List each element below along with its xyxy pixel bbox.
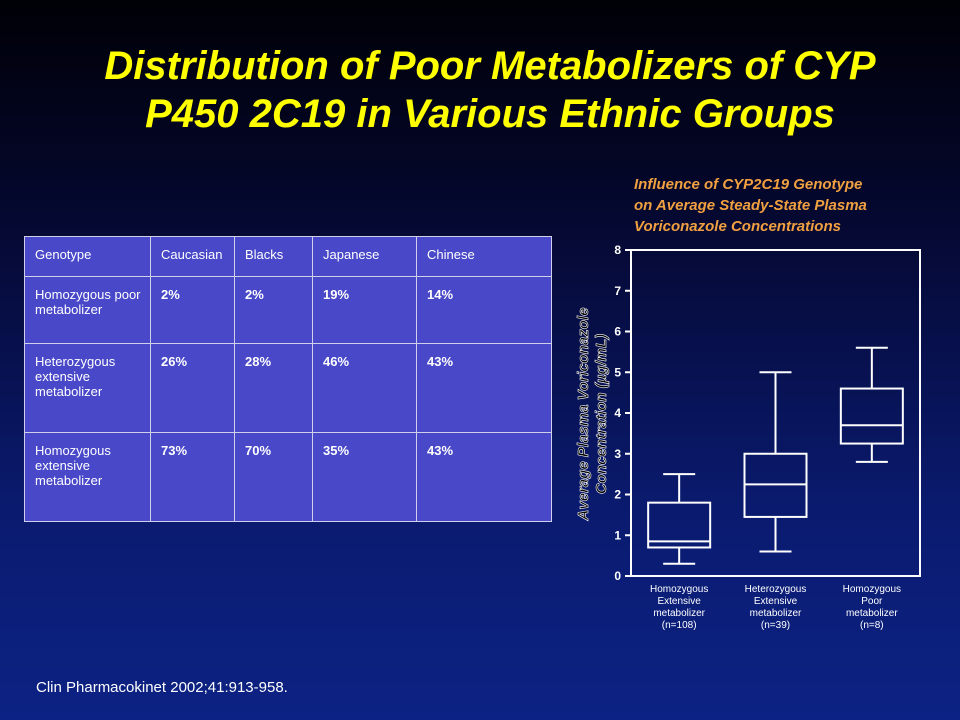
x-category-label: Extensive	[657, 596, 701, 607]
y-tick-label: 5	[614, 365, 621, 379]
chart-title-line-3: Voriconazole Concentrations	[634, 218, 841, 235]
genotype-distribution-table: Genotype Caucasian Blacks Japanese Chine…	[24, 236, 552, 523]
x-category-label: Poor	[861, 596, 883, 607]
table-cell: 70%	[234, 431, 313, 523]
table-cell-genotype: Homozygous extensive metabolizer	[24, 431, 151, 523]
chart-title: Influence of CYP2C19 Genotype on Average…	[634, 174, 954, 237]
interquartile-box	[839, 387, 904, 445]
table-row: Heterozygous extensive metabolizer 26% 2…	[24, 342, 552, 433]
interquartile-box	[647, 501, 712, 549]
table-cell-genotype: Heterozygous extensive metabolizer	[24, 342, 151, 433]
y-tick-label: 8	[614, 243, 621, 257]
box-2	[743, 371, 808, 553]
box-3	[839, 346, 904, 463]
table-cell: 19%	[312, 276, 417, 344]
table-header-cell: Blacks	[234, 236, 313, 277]
slide-title-line-2: P450 2C19 in Various Ethnic Groups	[145, 92, 835, 136]
box-1	[647, 473, 712, 565]
table-cell-genotype: Homozygous poor metabolizer	[24, 276, 151, 344]
y-axis-label-line-2: Concentration (µg/mL)	[593, 334, 610, 494]
boxes-group	[647, 346, 904, 565]
y-tick-label: 4	[614, 406, 621, 420]
table-cell: 2%	[234, 276, 313, 344]
table-cell: 14%	[416, 276, 552, 344]
citation: Clin Pharmacokinet 2002;41:913-958.	[36, 679, 288, 696]
table-cell: 35%	[312, 431, 417, 523]
table-row: Homozygous poor metabolizer 2% 2% 19% 14…	[24, 276, 552, 344]
x-category-label: metabolizer	[653, 608, 705, 619]
x-category-label: metabolizer	[750, 608, 802, 619]
slide-title-line-1: Distribution of Poor Metabolizers of CYP	[104, 44, 876, 88]
table-header-cell: Genotype	[24, 236, 151, 277]
table-row: Homozygous extensive metabolizer 73% 70%…	[24, 431, 552, 523]
table-header-cell: Japanese	[312, 236, 417, 277]
y-tick-label: 3	[614, 447, 621, 461]
chart-title-line-1: Influence of CYP2C19 Genotype	[634, 176, 863, 193]
x-category-label: Extensive	[754, 596, 798, 607]
x-category-label: Heterozygous	[745, 584, 807, 595]
table-cell: 73%	[150, 431, 235, 523]
table-header-cell: Chinese	[416, 236, 552, 277]
table-header-row: Genotype Caucasian Blacks Japanese Chine…	[24, 236, 552, 277]
x-category-label: (n=108)	[662, 620, 697, 631]
y-tick-label: 1	[614, 528, 621, 542]
table-cell: 43%	[416, 431, 552, 523]
x-category-label: (n=8)	[860, 620, 884, 631]
x-axis-labels: HomozygousExtensivemetabolizer(n=108)Het…	[650, 584, 901, 631]
y-tick-label: 6	[614, 325, 621, 339]
y-tick-label: 0	[614, 569, 621, 583]
y-axis-label-line-1: Average Plasma Voriconazole	[575, 308, 592, 522]
x-category-label: metabolizer	[846, 608, 898, 619]
boxplot-chart: 0 1 2 3 4 5 6 7 8 Average Plasma Voriconazole Co…	[575, 243, 921, 631]
table-cell: 28%	[234, 342, 313, 433]
y-tick-label: 7	[614, 284, 621, 298]
table-cell: 46%	[312, 342, 417, 433]
table-cell: 43%	[416, 342, 552, 433]
slide-title: Distribution of Poor Metabolizers of CYP…	[40, 42, 940, 138]
y-tick-label: 2	[614, 488, 621, 502]
table-cell: 2%	[150, 276, 235, 344]
chart-title-line-2: on Average Steady-State Plasma	[634, 197, 867, 214]
x-category-label: Homozygous	[843, 584, 901, 595]
x-category-label: (n=39)	[761, 620, 790, 631]
x-category-label: Homozygous	[650, 584, 708, 595]
y-axis-ticks: 0 1 2 3 4 5 6 7 8	[614, 243, 631, 583]
table-cell: 26%	[150, 342, 235, 433]
interquartile-box	[743, 452, 808, 518]
table-header-cell: Caucasian	[150, 236, 235, 277]
